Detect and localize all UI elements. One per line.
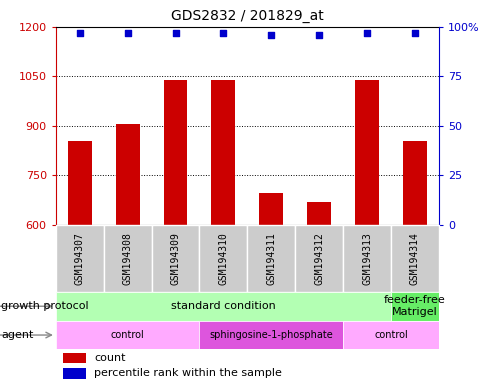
Bar xyxy=(354,79,378,225)
Point xyxy=(219,30,227,36)
Bar xyxy=(199,321,343,349)
Point xyxy=(171,30,179,36)
Bar xyxy=(306,202,331,225)
Bar xyxy=(295,225,343,292)
Text: standard condition: standard condition xyxy=(171,301,275,311)
Bar xyxy=(68,141,91,225)
Text: percentile rank within the sample: percentile rank within the sample xyxy=(94,368,281,378)
Bar xyxy=(163,79,187,225)
Bar xyxy=(151,225,199,292)
Point xyxy=(315,32,322,38)
Text: GSM194314: GSM194314 xyxy=(409,232,419,285)
Bar xyxy=(402,141,426,225)
Bar xyxy=(199,225,247,292)
Text: agent: agent xyxy=(1,330,33,340)
Text: GSM194309: GSM194309 xyxy=(170,232,180,285)
Text: count: count xyxy=(94,353,125,363)
Bar xyxy=(56,321,199,349)
Title: GDS2832 / 201829_at: GDS2832 / 201829_at xyxy=(171,9,323,23)
Text: GSM194311: GSM194311 xyxy=(266,232,276,285)
Bar xyxy=(104,225,151,292)
Point xyxy=(123,30,131,36)
Text: growth protocol: growth protocol xyxy=(1,301,89,311)
Text: control: control xyxy=(373,330,407,340)
Bar xyxy=(259,193,283,225)
Point xyxy=(410,30,418,36)
Text: GSM194307: GSM194307 xyxy=(75,232,85,285)
Text: GSM194310: GSM194310 xyxy=(218,232,228,285)
Text: feeder-free
Matrigel: feeder-free Matrigel xyxy=(383,295,445,317)
Bar xyxy=(343,321,438,349)
Bar xyxy=(56,225,104,292)
Bar xyxy=(247,225,295,292)
Bar xyxy=(390,292,438,321)
Text: GSM194308: GSM194308 xyxy=(122,232,132,285)
Bar xyxy=(343,225,390,292)
Text: sphingosine-1-phosphate: sphingosine-1-phosphate xyxy=(209,330,333,340)
Bar xyxy=(63,368,86,379)
Text: GSM194313: GSM194313 xyxy=(362,232,371,285)
Bar xyxy=(63,353,86,363)
Text: control: control xyxy=(110,330,144,340)
Point xyxy=(76,30,83,36)
Bar xyxy=(56,292,390,321)
Text: GSM194312: GSM194312 xyxy=(314,232,323,285)
Bar xyxy=(115,124,139,225)
Point xyxy=(267,32,274,38)
Bar xyxy=(211,79,235,225)
Point xyxy=(363,30,370,36)
Bar xyxy=(390,225,438,292)
